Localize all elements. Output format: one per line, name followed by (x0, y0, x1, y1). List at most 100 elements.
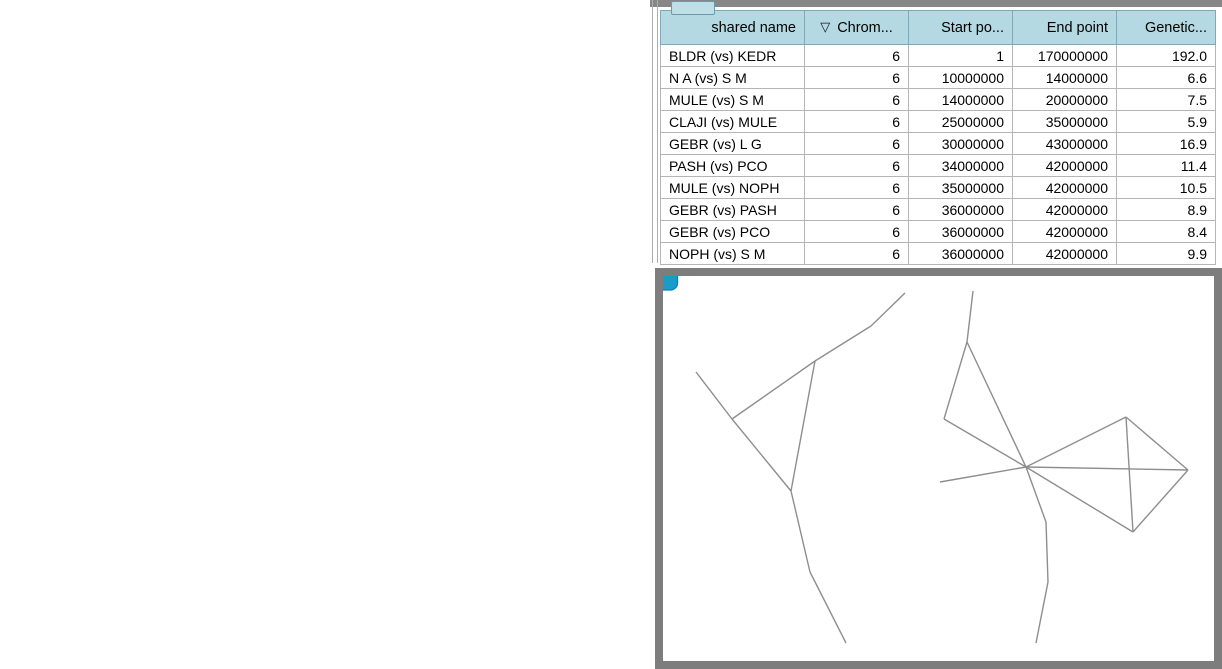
subnetwork-edge (731, 360, 816, 420)
table-cell[interactable]: 6 (804, 176, 909, 199)
panel-edge-line (652, 0, 653, 263)
subnetwork-edge (943, 341, 968, 420)
table-cell[interactable]: 14000000 (1012, 66, 1117, 89)
table-cell[interactable]: 6 (804, 88, 909, 111)
table-cell[interactable]: 8.4 (1116, 220, 1216, 243)
table-cell[interactable]: 6 (804, 110, 909, 133)
table-cell[interactable]: 10000000 (908, 66, 1013, 89)
table-row[interactable]: MULE (vs) NOPH 6 35000000 42000000 10.5 (660, 176, 1216, 199)
table-cell[interactable]: N A (vs) S M (660, 66, 805, 89)
table-cell[interactable]: 5.9 (1116, 110, 1216, 133)
subnetwork-edge (1035, 581, 1049, 644)
subnetwork-edge (1025, 466, 1134, 533)
column-header-label: Genetic... (1144, 19, 1207, 36)
table-row[interactable]: BLDR (vs) KEDR 6 1 170000000 192.0 (660, 44, 1216, 67)
subnetwork-edge (809, 571, 847, 644)
table-cell[interactable]: 9.9 (1116, 242, 1216, 265)
table-cell[interactable]: 42000000 (1012, 176, 1117, 199)
table-cell[interactable]: 25000000 (908, 110, 1013, 133)
column-header-genetic-[interactable]: Genetic... (1116, 10, 1216, 45)
table-cell[interactable]: 6.6 (1116, 66, 1216, 89)
table-cell[interactable]: 11.4 (1116, 154, 1216, 177)
table-cell[interactable]: CLAJI (vs) MULE (660, 110, 805, 133)
column-header-label: Start po... (941, 19, 1004, 36)
table-cell[interactable]: 10.5 (1116, 176, 1216, 199)
table-cell[interactable]: 6 (804, 132, 909, 155)
table-cell[interactable]: 6 (804, 198, 909, 221)
subnetwork-edge (1025, 466, 1047, 523)
subnetwork-edge (1132, 469, 1189, 533)
table-cell[interactable]: 36000000 (908, 198, 1013, 221)
table-cell[interactable]: 42000000 (1012, 242, 1117, 265)
table-cell[interactable]: 42000000 (1012, 220, 1117, 243)
column-header-chrom-[interactable]: ▽ Chrom... (804, 10, 909, 45)
table-row[interactable]: PASH (vs) PCO 6 34000000 42000000 11.4 (660, 154, 1216, 177)
column-header-end-point[interactable]: End point (1012, 10, 1117, 45)
table-body: BLDR (vs) KEDR 6 1 170000000 192.0 N A (vs) S… (660, 44, 1216, 265)
table-cell[interactable]: 35000000 (908, 176, 1013, 199)
table-cell[interactable]: 6 (804, 220, 909, 243)
filter-icon[interactable]: ▽ (820, 18, 831, 34)
subnetwork-edge (870, 292, 906, 327)
subnetwork-edge (695, 371, 733, 420)
table-row[interactable]: CLAJI (vs) MULE 6 25000000 35000000 5.9 (660, 110, 1216, 133)
table-cell[interactable]: 1 (908, 44, 1013, 67)
column-header-label: shared name (711, 19, 796, 36)
table-cell[interactable]: 35000000 (1012, 110, 1117, 133)
table-cell[interactable]: GEBR (vs) PASH (660, 198, 805, 221)
table-cell[interactable]: 6 (804, 66, 909, 89)
table-cell[interactable]: 36000000 (908, 220, 1013, 243)
subnetwork-edge (939, 466, 1027, 483)
table-cell[interactable]: NOPH (vs) S M (660, 242, 805, 265)
panel-tab-fragment[interactable] (671, 1, 715, 15)
subnetwork-edge (966, 290, 974, 343)
column-header-shared-name[interactable]: shared name (660, 10, 805, 45)
table-row[interactable]: N A (vs) S M 6 10000000 14000000 6.6 (660, 66, 1216, 89)
table-row[interactable]: GEBR (vs) L G 6 30000000 43000000 16.9 (660, 132, 1216, 155)
table-cell[interactable]: 8.9 (1116, 198, 1216, 221)
table-cell[interactable]: 34000000 (908, 154, 1013, 177)
table-row[interactable]: GEBR (vs) PASH 6 36000000 42000000 8.9 (660, 198, 1216, 221)
table-cell[interactable]: 16.9 (1116, 132, 1216, 155)
subnetwork-edge (1025, 466, 1189, 471)
table-cell[interactable]: BLDR (vs) KEDR (660, 44, 805, 67)
table-cell[interactable]: 6 (804, 154, 909, 177)
edge-attribute-table: shared name ▽ Chrom... Start po... End point… (660, 10, 1216, 265)
subnetwork-edge (1045, 521, 1049, 583)
table-cell[interactable]: 170000000 (1012, 44, 1117, 67)
table-cell[interactable]: 192.0 (1116, 44, 1216, 67)
table-cell[interactable]: 30000000 (908, 132, 1013, 155)
table-cell[interactable]: GEBR (vs) L G (660, 132, 805, 155)
table-cell[interactable]: MULE (vs) NOPH (660, 176, 805, 199)
table-row[interactable]: MULE (vs) S M 6 14000000 20000000 7.5 (660, 88, 1216, 111)
table-row[interactable]: GEBR (vs) PCO 6 36000000 42000000 8.4 (660, 220, 1216, 243)
subnetwork-edge (943, 418, 1027, 468)
table-row[interactable]: NOPH (vs) S M 6 36000000 42000000 9.9 (660, 242, 1216, 265)
column-header-start-po-[interactable]: Start po... (908, 10, 1013, 45)
table-cell[interactable]: PASH (vs) PCO (660, 154, 805, 177)
column-header-label: Chrom... (837, 19, 893, 36)
panel-edge-line (657, 0, 658, 263)
table-cell[interactable]: 42000000 (1012, 198, 1117, 221)
subnetwork-edge (790, 490, 811, 573)
toolbar-strip (650, 0, 1222, 7)
table-cell[interactable]: 43000000 (1012, 132, 1117, 155)
subnetwork-edge (1125, 416, 1134, 533)
table-cell[interactable]: 42000000 (1012, 154, 1117, 177)
table-cell[interactable]: 6 (804, 44, 909, 67)
subnetwork-edge (966, 341, 1027, 468)
table-cell[interactable]: 36000000 (908, 242, 1013, 265)
full-network-view (0, 0, 655, 669)
subnetwork-edge (814, 325, 872, 362)
table-cell[interactable]: 6 (804, 242, 909, 265)
table-header: shared name ▽ Chrom... Start po... End point… (660, 10, 1216, 45)
table-cell[interactable]: MULE (vs) S M (660, 88, 805, 111)
table-cell[interactable]: GEBR (vs) PCO (660, 220, 805, 243)
table-cell[interactable]: 7.5 (1116, 88, 1216, 111)
subnetwork-view (663, 276, 1189, 644)
subnetwork-edge (731, 418, 792, 492)
table-cell[interactable]: 14000000 (908, 88, 1013, 111)
subnetwork-edge (1025, 416, 1127, 468)
table-cell[interactable]: 20000000 (1012, 88, 1117, 111)
